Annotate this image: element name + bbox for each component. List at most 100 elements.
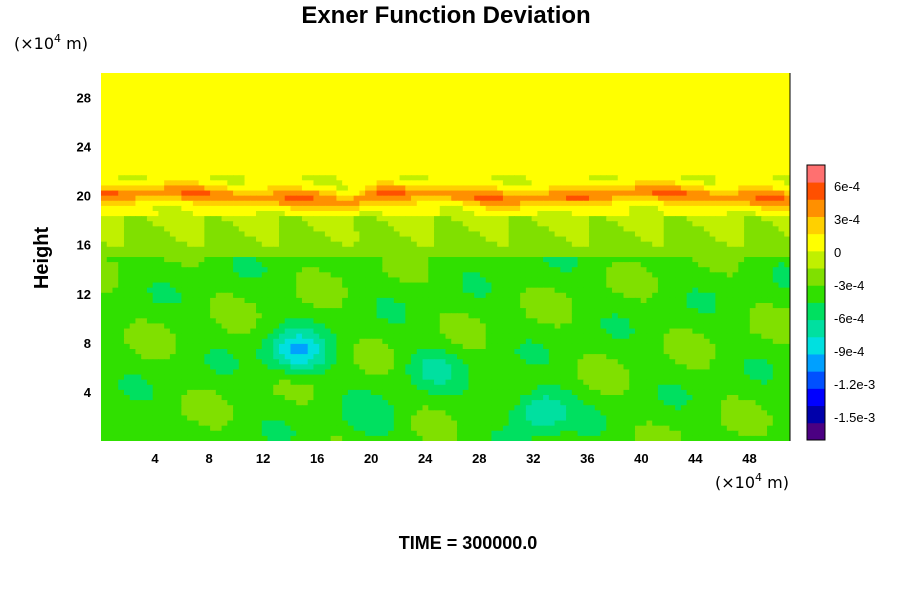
- heatmap-cell: [261, 144, 269, 151]
- heatmap-cell: [646, 211, 653, 217]
- heatmap-cell: [652, 93, 659, 100]
- heatmap-cell: [514, 221, 521, 227]
- heatmap-cell: [680, 272, 688, 279]
- heatmap-cell: [169, 83, 177, 89]
- heatmap-cell: [451, 251, 458, 258]
- heatmap-cell: [319, 180, 326, 187]
- heatmap-cell: [210, 129, 217, 135]
- heatmap-cell: [382, 241, 389, 248]
- heatmap-cell: [623, 119, 630, 125]
- heatmap-cell: [324, 88, 332, 95]
- heatmap-cell: [543, 129, 550, 135]
- heatmap-cell: [617, 236, 625, 243]
- heatmap-cell: [589, 149, 596, 156]
- heatmap-cell: [129, 154, 137, 161]
- heatmap-cell: [778, 103, 785, 110]
- heatmap-cell: [589, 231, 596, 238]
- heatmap-cell: [210, 73, 217, 79]
- heatmap-cell: [210, 267, 217, 273]
- heatmap-cell: [485, 190, 493, 197]
- heatmap-cell: [411, 154, 418, 161]
- heatmap-cell: [738, 216, 745, 222]
- heatmap-cell: [571, 267, 579, 273]
- heatmap-cell: [451, 200, 458, 207]
- heatmap-cell: [623, 144, 630, 151]
- heatmap-cell: [388, 180, 395, 187]
- heatmap-cell: [548, 211, 556, 217]
- heatmap-cell: [106, 103, 114, 110]
- heatmap-cell: [709, 165, 716, 171]
- heatmap-cell: [617, 185, 625, 192]
- heatmap-cell: [112, 251, 119, 258]
- heatmap-cell: [778, 124, 785, 130]
- heatmap-cell: [617, 165, 625, 171]
- heatmap-cell: [261, 267, 269, 273]
- heatmap-cell: [158, 165, 165, 171]
- heatmap-cell: [250, 165, 257, 171]
- heatmap-cell: [204, 78, 211, 84]
- heatmap-cell: [479, 262, 487, 268]
- heatmap-cell: [583, 108, 590, 115]
- heatmap-cell: [675, 267, 682, 273]
- heatmap-cell: [606, 98, 613, 105]
- heatmap-cell: [709, 93, 716, 100]
- heatmap-cell: [767, 134, 774, 141]
- heatmap-cell: [571, 180, 579, 187]
- heatmap-cell: [330, 88, 338, 95]
- heatmap-cell: [273, 108, 280, 115]
- heatmap-cell: [715, 216, 722, 222]
- heatmap-cell: [330, 190, 338, 197]
- heatmap-cell: [479, 231, 487, 238]
- heatmap-cell: [669, 175, 676, 181]
- heatmap-cell: [146, 73, 154, 79]
- heatmap-cell: [784, 88, 790, 95]
- heatmap-cell: [301, 139, 309, 146]
- heatmap-cell: [566, 83, 573, 89]
- heatmap-cell: [767, 103, 774, 110]
- heatmap-cell: [698, 113, 705, 120]
- heatmap-cell: [456, 149, 464, 156]
- heatmap-cell: [324, 129, 332, 135]
- heatmap-cell: [106, 267, 114, 273]
- heatmap-cell: [634, 251, 642, 258]
- heatmap-cell: [215, 246, 223, 253]
- heatmap-cell: [531, 236, 538, 243]
- heatmap-cell: [594, 113, 602, 120]
- heatmap-cell: [744, 216, 751, 222]
- heatmap-cell: [525, 241, 533, 248]
- heatmap-cell: [192, 282, 200, 289]
- heatmap-cell: [313, 272, 320, 279]
- heatmap-cell: [399, 272, 406, 279]
- heatmap-cell: [646, 108, 653, 115]
- heatmap-cell: [210, 231, 217, 238]
- heatmap-cell: [749, 257, 757, 263]
- heatmap-cell: [514, 124, 521, 130]
- heatmap-cell: [514, 113, 521, 120]
- heatmap-cell: [514, 257, 521, 263]
- heatmap-cell: [416, 165, 424, 171]
- heatmap-cell: [112, 277, 119, 284]
- heatmap-cell: [158, 241, 165, 248]
- heatmap-cell: [227, 221, 234, 227]
- heatmap-cell: [761, 185, 768, 192]
- heatmap-cell: [319, 93, 326, 100]
- heatmap-cell: [244, 185, 251, 192]
- heatmap-cell: [106, 272, 114, 279]
- heatmap-cell: [543, 98, 550, 105]
- heatmap-cell: [267, 93, 274, 100]
- heatmap-cell: [158, 262, 165, 268]
- heatmap-cell: [250, 251, 257, 258]
- heatmap-cell: [273, 175, 280, 181]
- heatmap-cell: [198, 108, 205, 115]
- heatmap-cell: [422, 108, 429, 115]
- heatmap-cell: [652, 267, 659, 273]
- heatmap-cell: [634, 185, 642, 192]
- heatmap-cell: [560, 272, 567, 279]
- heatmap-cell: [456, 236, 464, 243]
- heatmap-cell: [238, 139, 246, 146]
- heatmap-cell: [273, 73, 280, 79]
- heatmap-cell: [187, 139, 194, 146]
- heatmap-cell: [215, 216, 223, 222]
- heatmap-cell: [290, 211, 297, 217]
- heatmap-cell: [508, 236, 515, 243]
